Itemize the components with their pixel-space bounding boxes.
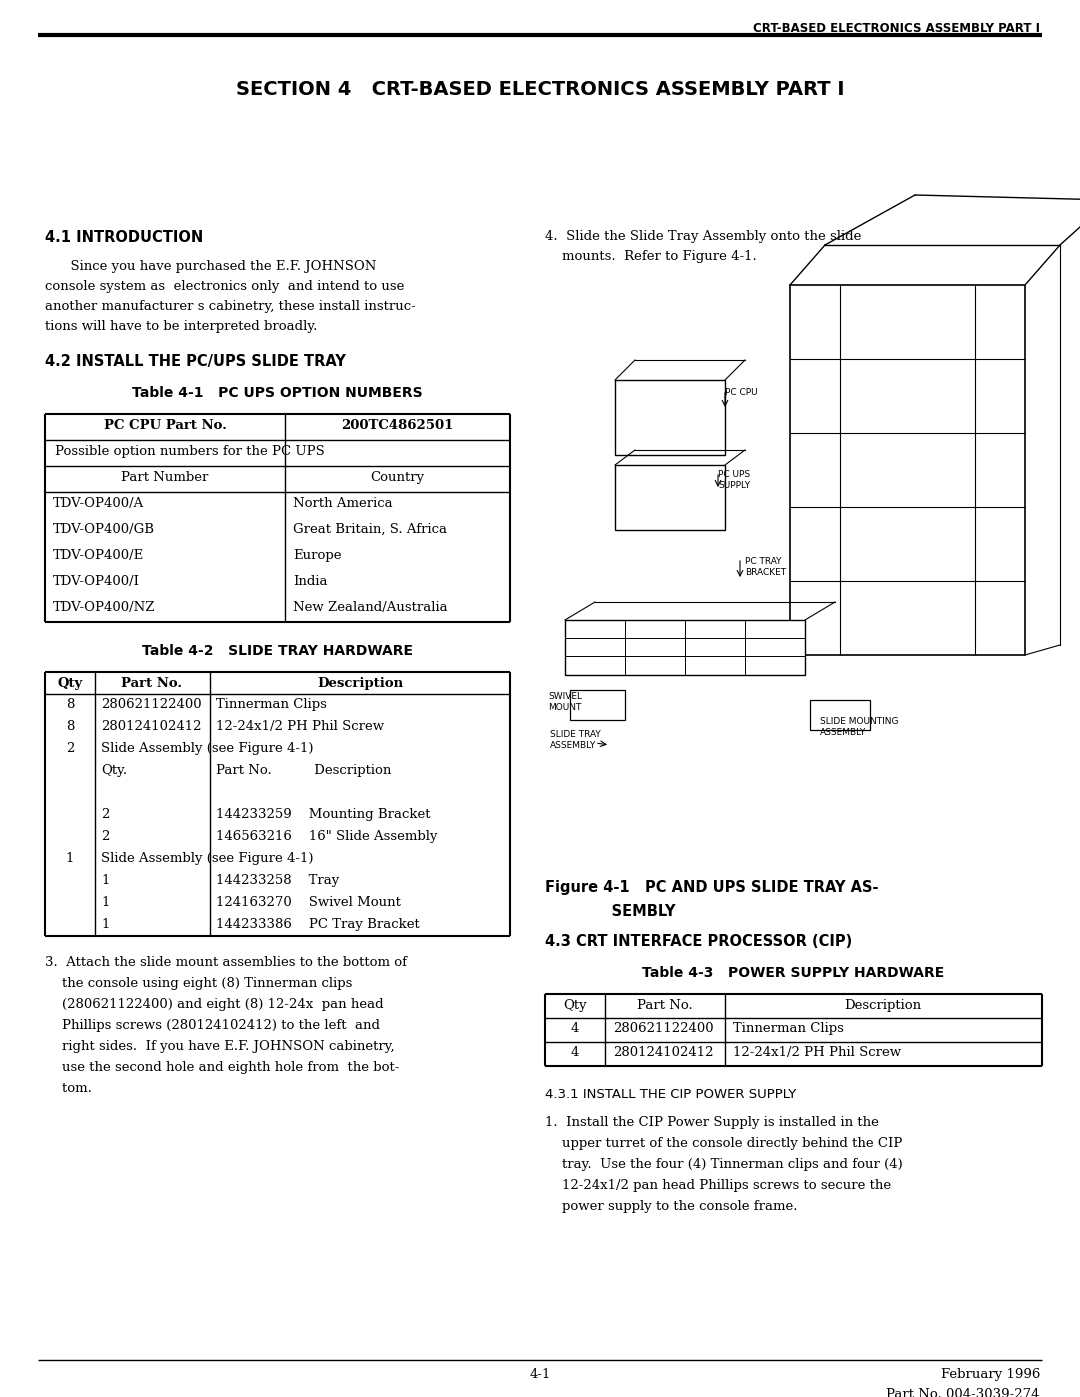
Text: TDV-OP400/NZ: TDV-OP400/NZ	[53, 601, 156, 615]
Text: SLIDE TRAY: SLIDE TRAY	[550, 731, 600, 739]
Text: tions will have to be interpreted broadly.: tions will have to be interpreted broadl…	[45, 320, 318, 332]
Text: Great Britain, S. Africa: Great Britain, S. Africa	[293, 522, 447, 536]
Text: SEMBLY: SEMBLY	[545, 904, 675, 919]
Text: Table 4-3   POWER SUPPLY HARDWARE: Table 4-3 POWER SUPPLY HARDWARE	[642, 965, 944, 981]
Text: 200TC4862501: 200TC4862501	[341, 419, 454, 432]
Text: Phillips screws (280124102412) to the left  and: Phillips screws (280124102412) to the le…	[45, 1018, 380, 1032]
Text: CRT-BASED ELECTRONICS ASSEMBLY PART I: CRT-BASED ELECTRONICS ASSEMBLY PART I	[753, 22, 1040, 35]
Text: 280621122400: 280621122400	[102, 698, 202, 711]
Text: ASSEMBLY: ASSEMBLY	[820, 728, 866, 738]
Text: Country: Country	[370, 471, 424, 483]
Text: North America: North America	[293, 497, 393, 510]
Text: ASSEMBLY: ASSEMBLY	[550, 740, 596, 750]
Text: PC CPU Part No.: PC CPU Part No.	[104, 419, 227, 432]
Text: 2: 2	[66, 742, 75, 754]
Text: 12-24x1/2 PH Phil Screw: 12-24x1/2 PH Phil Screw	[216, 719, 384, 733]
Text: 4: 4	[571, 1046, 579, 1059]
Text: 144233386    PC Tray Bracket: 144233386 PC Tray Bracket	[216, 918, 420, 930]
Text: right sides.  If you have E.F. JOHNSON cabinetry,: right sides. If you have E.F. JOHNSON ca…	[45, 1039, 394, 1053]
Text: 280124102412: 280124102412	[613, 1046, 714, 1059]
Text: 4.2 INSTALL THE PC/UPS SLIDE TRAY: 4.2 INSTALL THE PC/UPS SLIDE TRAY	[45, 353, 346, 369]
Text: Table 4-2   SLIDE TRAY HARDWARE: Table 4-2 SLIDE TRAY HARDWARE	[141, 644, 413, 658]
Text: SWIVEL: SWIVEL	[548, 692, 582, 701]
Bar	[615, 380, 725, 455]
Text: BRACKET: BRACKET	[745, 569, 786, 577]
Text: 1: 1	[102, 895, 109, 909]
Text: February 1996: February 1996	[941, 1368, 1040, 1382]
Text: 2: 2	[102, 830, 109, 842]
Text: (280621122400) and eight (8) 12-24x  pan head: (280621122400) and eight (8) 12-24x pan …	[45, 997, 383, 1011]
Text: TDV-OP400/I: TDV-OP400/I	[53, 576, 140, 588]
Text: PC CPU: PC CPU	[725, 388, 758, 397]
Text: Qty: Qty	[57, 678, 83, 690]
Text: power supply to the console frame.: power supply to the console frame.	[545, 1200, 797, 1213]
Text: 144233258    Tray: 144233258 Tray	[216, 875, 339, 887]
Text: tom.: tom.	[45, 1083, 92, 1095]
Text: Slide Assembly (see Figure 4-1): Slide Assembly (see Figure 4-1)	[102, 742, 313, 754]
Text: 146563216    16" Slide Assembly: 146563216 16" Slide Assembly	[216, 830, 437, 842]
Text: 124163270    Swivel Mount: 124163270 Swivel Mount	[216, 895, 401, 909]
Text: console system as  electronics only  and intend to use: console system as electronics only and i…	[45, 279, 404, 293]
Text: 280124102412: 280124102412	[102, 719, 202, 733]
Text: upper turret of the console directly behind the CIP: upper turret of the console directly beh…	[545, 1137, 903, 1150]
Text: Table 4-1   PC UPS OPTION NUMBERS: Table 4-1 PC UPS OPTION NUMBERS	[132, 386, 422, 400]
Text: India: India	[293, 576, 327, 588]
Text: tray.  Use the four (4) Tinnerman clips and four (4): tray. Use the four (4) Tinnerman clips a…	[545, 1158, 903, 1171]
Text: 1: 1	[102, 918, 109, 930]
Text: 4: 4	[571, 1023, 579, 1035]
Text: Part No.          Description: Part No. Description	[216, 764, 391, 777]
Text: Description: Description	[845, 999, 921, 1011]
Text: Qty.: Qty.	[102, 764, 127, 777]
Text: PC TRAY: PC TRAY	[745, 557, 782, 566]
Text: PC UPS: PC UPS	[718, 469, 751, 479]
Text: 1.  Install the CIP Power Supply is installed in the: 1. Install the CIP Power Supply is insta…	[545, 1116, 879, 1129]
Text: TDV-OP400/E: TDV-OP400/E	[53, 549, 145, 562]
Text: 12-24x1/2 pan head Phillips screws to secure the: 12-24x1/2 pan head Phillips screws to se…	[545, 1179, 891, 1192]
Text: Possible option numbers for the PC UPS: Possible option numbers for the PC UPS	[55, 446, 325, 458]
Text: Since you have purchased the E.F. JOHNSON: Since you have purchased the E.F. JOHNSO…	[45, 260, 376, 272]
Text: use the second hole and eighth hole from  the bot-: use the second hole and eighth hole from…	[45, 1060, 400, 1074]
Bar	[810, 700, 870, 731]
Text: 4-1: 4-1	[529, 1368, 551, 1382]
Text: 12-24x1/2 PH Phil Screw: 12-24x1/2 PH Phil Screw	[733, 1046, 901, 1059]
Text: 144233259    Mounting Bracket: 144233259 Mounting Bracket	[216, 807, 431, 821]
Bar	[615, 465, 725, 529]
Text: mounts.  Refer to Figure 4-1.: mounts. Refer to Figure 4-1.	[545, 250, 757, 263]
Text: Part Number: Part Number	[121, 471, 208, 483]
Text: Figure 4-1   PC AND UPS SLIDE TRAY AS-: Figure 4-1 PC AND UPS SLIDE TRAY AS-	[545, 880, 878, 895]
Text: Qty: Qty	[563, 999, 586, 1011]
Text: Part No. 004-3039-274: Part No. 004-3039-274	[887, 1389, 1040, 1397]
Text: Europe: Europe	[293, 549, 341, 562]
Text: the console using eight (8) Tinnerman clips: the console using eight (8) Tinnerman cl…	[45, 977, 352, 990]
Text: 8: 8	[66, 719, 75, 733]
Text: Description: Description	[316, 678, 403, 690]
Text: 4.3.1 INSTALL THE CIP POWER SUPPLY: 4.3.1 INSTALL THE CIP POWER SUPPLY	[545, 1088, 796, 1101]
Text: 4.3 CRT INTERFACE PROCESSOR (CIP): 4.3 CRT INTERFACE PROCESSOR (CIP)	[545, 935, 852, 949]
Text: New Zealand/Australia: New Zealand/Australia	[293, 601, 447, 615]
Text: Part No.: Part No.	[121, 678, 183, 690]
Text: Tinnerman Clips: Tinnerman Clips	[733, 1023, 843, 1035]
Bar	[570, 690, 625, 719]
Text: 3.  Attach the slide mount assemblies to the bottom of: 3. Attach the slide mount assemblies to …	[45, 956, 407, 970]
Text: 4.1 INTRODUCTION: 4.1 INTRODUCTION	[45, 231, 203, 244]
Text: SLIDE MOUNTING: SLIDE MOUNTING	[820, 717, 899, 726]
Text: SECTION 4   CRT-BASED ELECTRONICS ASSEMBLY PART I: SECTION 4 CRT-BASED ELECTRONICS ASSEMBLY…	[235, 80, 845, 99]
Text: TDV-OP400/GB: TDV-OP400/GB	[53, 522, 156, 536]
Bar	[565, 620, 805, 675]
Text: MOUNT: MOUNT	[548, 703, 581, 712]
Text: Slide Assembly (see Figure 4-1): Slide Assembly (see Figure 4-1)	[102, 852, 313, 865]
Text: 2: 2	[102, 807, 109, 821]
Text: 280621122400: 280621122400	[613, 1023, 714, 1035]
Text: 1: 1	[66, 852, 75, 865]
Text: SUPPLY: SUPPLY	[718, 481, 751, 490]
Text: 8: 8	[66, 698, 75, 711]
Text: 1: 1	[102, 875, 109, 887]
Bar	[789, 285, 1025, 655]
Text: TDV-OP400/A: TDV-OP400/A	[53, 497, 145, 510]
Text: 4.  Slide the Slide Tray Assembly onto the slide: 4. Slide the Slide Tray Assembly onto th…	[545, 231, 862, 243]
Text: Tinnerman Clips: Tinnerman Clips	[216, 698, 327, 711]
Text: another manufacturer s cabinetry, these install instruc-: another manufacturer s cabinetry, these …	[45, 300, 416, 313]
Text: Part No.: Part No.	[637, 999, 693, 1011]
